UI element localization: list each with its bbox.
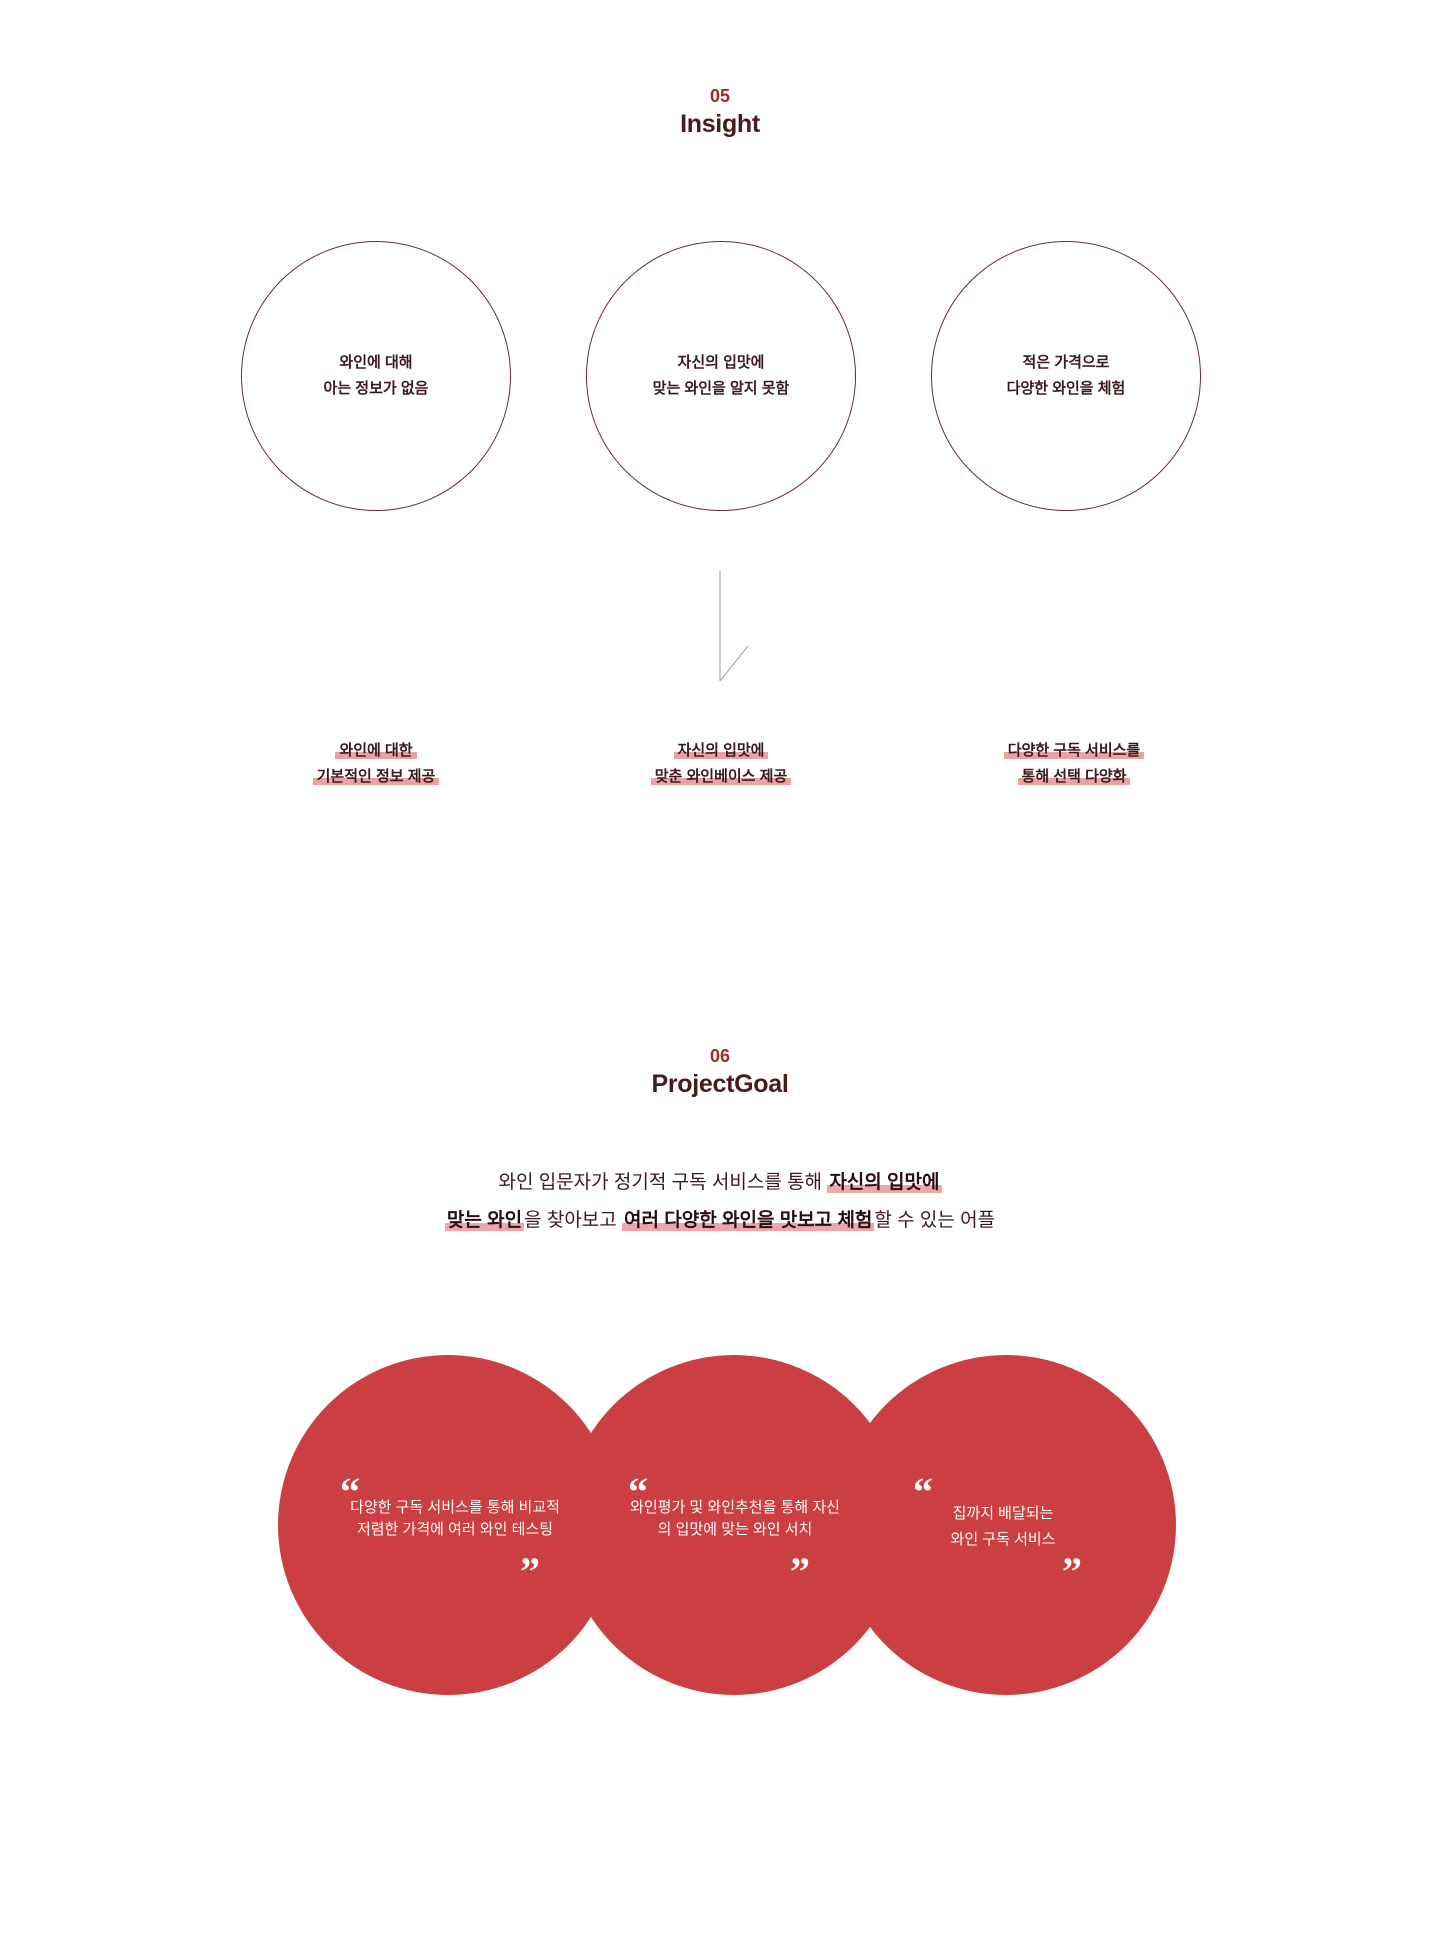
solution-1-line1: 와인에 대한 (335, 742, 417, 759)
goal-line2-text-2: 할 수 있는 어플 (874, 1210, 996, 1231)
solution-1: 와인에 대한 기본적인 정보 제공 (236, 738, 516, 790)
goal-circle-1 (278, 1355, 618, 1695)
insight-circle-1-line2: 아는 정보가 없음 (323, 380, 429, 397)
goal-circle-3 (836, 1355, 1176, 1695)
close-quote-icon-1: ” (520, 1549, 540, 1594)
insight-circle-3-line1: 적은 가격으로 (1022, 354, 1110, 371)
section-title-goal: ProjectGoal (651, 1070, 789, 1098)
arrow-down-icon (719, 571, 749, 682)
insight-circle-2: 자신의 입맛에 맞는 와인을 알지 못함 (586, 241, 856, 511)
section-number-insight: 05 (709, 86, 731, 106)
goal-statement: 와인 입문자가 정기적 구독 서비스를 통해 자신의 입맛에 맞는 와인 을 찾아… (0, 1164, 1440, 1240)
section-title-insight: Insight (680, 110, 760, 138)
insight-circle-1: 와인에 대해 아는 정보가 없음 (241, 241, 511, 511)
solution-2: 자신의 입맛에 맞춘 와인베이스 제공 (581, 738, 861, 790)
goal-line2-highlight-2: 여러 다양한 와인을 맛보고 체험 (622, 1210, 875, 1231)
solution-3-line1: 다양한 구독 서비스를 (1003, 742, 1145, 759)
solution-2-line1: 자신의 입맛에 (673, 742, 769, 759)
close-quote-icon-3: ” (1062, 1549, 1082, 1594)
solution-2-line2: 맞춘 와인베이스 제공 (650, 768, 792, 785)
insight-circle-3: 적은 가격으로 다양한 와인을 체험 (931, 241, 1201, 511)
open-quote-icon-3: “ (913, 1469, 933, 1514)
goal-line1-highlight: 자신의 입맛에 (827, 1172, 942, 1193)
goal-circle-3-text: 집까지 배달되는 와인 구독 서비스 (950, 1505, 1056, 1548)
insight-circle-2-line1: 자신의 입맛에 (677, 354, 765, 371)
goal-circle-1-text: 다양한 구독 서비스를 통해 비교적 저렴한 가격에 여러 와인 테스팅 (350, 1499, 560, 1538)
close-quote-icon-2: ” (790, 1549, 810, 1594)
section-number-goal: 06 (709, 1046, 731, 1066)
insight-circle-2-line2: 맞는 와인을 알지 못함 (652, 380, 790, 397)
solution-3-line2: 통해 선택 다양화 (1017, 768, 1131, 785)
insight-circle-1-line1: 와인에 대해 (339, 354, 413, 371)
insight-circle-3-line2: 다양한 와인을 체험 (1006, 380, 1126, 397)
solution-1-line2: 기본적인 정보 제공 (312, 768, 440, 785)
goal-line1-text: 와인 입문자가 정기적 구독 서비스를 통해 (498, 1172, 828, 1193)
open-quote-icon-2: “ (628, 1469, 648, 1514)
goal-circle-2-text: 와인평가 및 와인추천을 통해 자신의 입맛에 맞는 와인 서치 (630, 1499, 840, 1538)
goal-line2-highlight-1: 맞는 와인 (444, 1210, 525, 1231)
goal-line2-text-1: 을 찾아보고 (524, 1210, 623, 1231)
open-quote-icon-1: “ (340, 1469, 360, 1514)
solution-3: 다양한 구독 서비스를 통해 선택 다양화 (934, 738, 1214, 790)
